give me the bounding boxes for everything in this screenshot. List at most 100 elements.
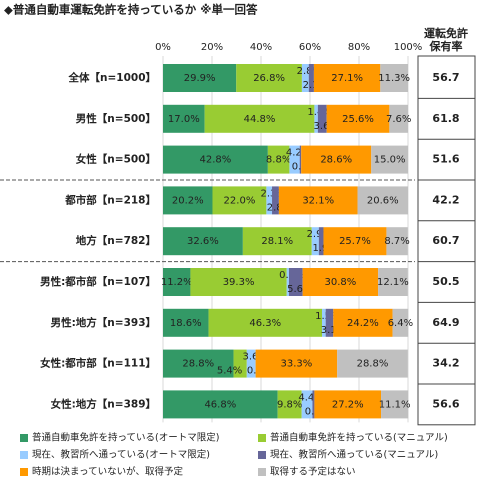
legend-swatch xyxy=(20,468,28,476)
legend-label: 現在、教習所へ通っている(マニュアル) xyxy=(270,449,438,461)
value-label: 33.3% xyxy=(281,359,313,370)
bar-segment xyxy=(322,308,326,337)
category-label: 女性:都市部【n=111】 xyxy=(40,357,156,370)
value-label: 17.0% xyxy=(168,114,200,125)
side-value: 61.8 xyxy=(432,112,459,125)
bar-segment xyxy=(301,145,372,174)
legend-swatch xyxy=(258,451,266,459)
side-header: 保有率 xyxy=(429,39,463,53)
bar-segment xyxy=(163,186,213,215)
value-label: 30.8% xyxy=(324,277,356,288)
bar-segment xyxy=(266,186,273,215)
side-value: 56.6 xyxy=(432,397,459,410)
bar-segment xyxy=(163,227,243,256)
bar-segment xyxy=(317,104,327,133)
value-label: 22.0% xyxy=(224,195,256,206)
value-label: 29.9% xyxy=(184,73,216,84)
value-label: 28.8% xyxy=(357,359,389,370)
x-tick-label: 60% xyxy=(299,42,321,53)
bar-segment xyxy=(163,145,268,174)
category-label: 全体【n=1000】 xyxy=(68,71,157,84)
category-label: 男性:地方【n=393】 xyxy=(51,316,156,329)
value-label: 46.3% xyxy=(249,318,281,329)
bar-segment xyxy=(163,308,209,337)
value-label: 9.8% xyxy=(277,399,302,410)
bar-segment xyxy=(302,268,379,296)
value-label: 11.3% xyxy=(378,73,410,84)
bar-segment xyxy=(311,227,319,256)
bar-segment xyxy=(163,349,234,378)
category-label: 男性:都市部【n=107】 xyxy=(40,275,156,288)
bar-segment xyxy=(314,104,318,133)
value-label: 18.6% xyxy=(170,318,202,329)
value-label: 15.0% xyxy=(374,155,406,166)
x-tick-label: 80% xyxy=(348,42,370,53)
bar-segment xyxy=(242,227,312,256)
category-label: 都市部【n=218】 xyxy=(64,193,156,206)
bar-segment xyxy=(289,145,300,174)
value-label: 4.2% xyxy=(286,148,311,159)
value-label: 12.1% xyxy=(377,277,409,288)
bar-segment xyxy=(163,268,191,296)
value-label: 5.4% xyxy=(217,366,242,377)
value-label: 6.4% xyxy=(388,318,413,329)
value-label: 5.6% xyxy=(287,284,312,295)
value-label: 42.8% xyxy=(200,155,232,166)
bar-segment xyxy=(337,349,408,378)
bar-segment xyxy=(333,308,393,337)
side-value: 42.2 xyxy=(432,193,459,206)
bar-segment xyxy=(190,268,287,296)
bar-segment xyxy=(267,145,290,174)
value-label: 27.1% xyxy=(331,73,363,84)
bar-segment xyxy=(163,390,278,419)
value-label: 20.6% xyxy=(367,195,399,206)
bar-segment xyxy=(381,390,409,419)
value-label: 28.8% xyxy=(182,359,214,370)
x-tick-label: 100% xyxy=(394,42,423,53)
side-value: 34.2 xyxy=(432,357,459,370)
bar-segment xyxy=(163,64,237,92)
bar-segment xyxy=(212,186,267,215)
value-label: 28.6% xyxy=(320,155,352,166)
value-label: 26.8% xyxy=(253,73,285,84)
x-tick-label: 20% xyxy=(201,42,223,53)
legend-swatch xyxy=(258,434,266,442)
legend-label: 普通自動車免許を持っている(オートマ限定) xyxy=(32,432,219,444)
value-label: 25.7% xyxy=(339,236,371,247)
bar-segment xyxy=(325,308,334,337)
value-label: 11.1% xyxy=(379,399,411,410)
bar-segment xyxy=(236,64,302,92)
bar-segment xyxy=(308,64,314,92)
bar-segment xyxy=(277,390,302,419)
category-label: 女性【n=500】 xyxy=(76,153,156,166)
value-label: 3.6% xyxy=(242,352,267,363)
category-label: 男性【n=500】 xyxy=(76,112,156,125)
value-label: 8.8% xyxy=(266,155,291,166)
value-label: 7.6% xyxy=(386,114,411,125)
side-value: 50.5 xyxy=(432,275,459,288)
side-value: 64.9 xyxy=(432,316,459,329)
bar-segment xyxy=(392,308,409,337)
side-header: 運転免許 xyxy=(424,26,468,40)
value-label: 4.4% xyxy=(298,392,323,403)
bar-segment xyxy=(314,390,382,419)
bar-segment xyxy=(386,227,408,256)
bar-segment xyxy=(272,186,279,215)
bar-segment xyxy=(318,227,324,256)
bar-segment xyxy=(357,186,408,215)
category-label: 女性:地方【n=389】 xyxy=(51,397,156,410)
bar-segment xyxy=(233,349,247,378)
legend-swatch xyxy=(20,434,28,442)
value-label: 32.6% xyxy=(187,236,219,247)
value-label: 32.1% xyxy=(302,195,334,206)
bar-segment xyxy=(204,104,315,133)
bar-segment xyxy=(323,227,387,256)
bar-segment xyxy=(255,349,338,378)
bar-segment xyxy=(301,64,309,92)
category-label: 地方【n=782】 xyxy=(76,234,156,247)
bar-segment xyxy=(312,390,315,419)
value-label: 3.6% xyxy=(314,121,339,132)
legend-label: 時期は決まっていないが、取得予定 xyxy=(32,466,183,478)
side-value: 51.6 xyxy=(432,153,459,166)
